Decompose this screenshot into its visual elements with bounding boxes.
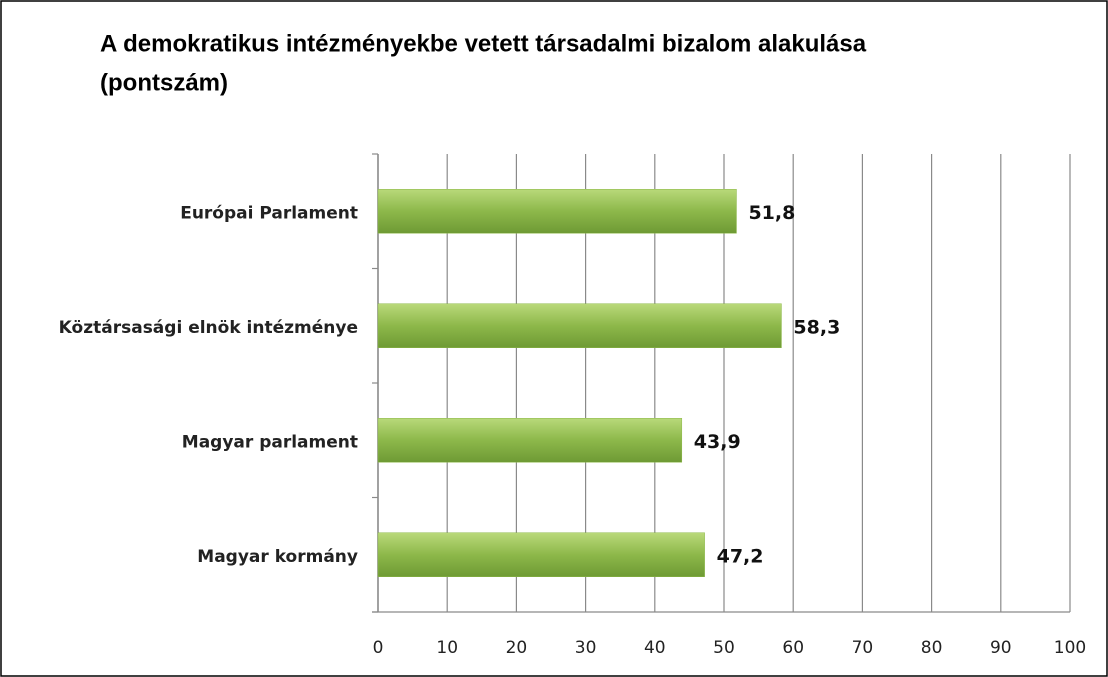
x-tick-label: 50 [713,638,735,658]
y-tick-label: Magyar kormány [197,547,358,567]
bar [377,418,683,463]
x-tick-label: 80 [921,638,943,658]
x-tick-label: 10 [436,638,458,658]
bar [377,189,737,234]
chart-subtitle: (pontszám) [100,69,228,96]
x-tick-label: 0 [373,638,384,658]
y-tick-label: Köztársasági elnök intézménye [59,318,358,338]
value-label: 51,8 [748,202,795,224]
x-tick-label: 40 [644,638,666,658]
value-label: 58,3 [793,316,840,338]
bar [377,303,782,348]
chart-title: A demokratikus intézményekbe vetett társ… [100,30,867,57]
bar [377,532,705,577]
value-label: 47,2 [717,545,764,567]
value-label: 43,9 [694,431,741,453]
x-tick-label: 90 [990,638,1012,658]
x-tick-label: 30 [575,638,597,658]
y-tick-label: Magyar parlament [182,432,358,452]
x-tick-label: 70 [852,638,874,658]
y-tick-label: Európai Parlament [180,203,358,223]
x-tick-label: 60 [782,638,804,658]
x-tick-label: 20 [506,638,528,658]
x-tick-label: 100 [1054,638,1086,658]
